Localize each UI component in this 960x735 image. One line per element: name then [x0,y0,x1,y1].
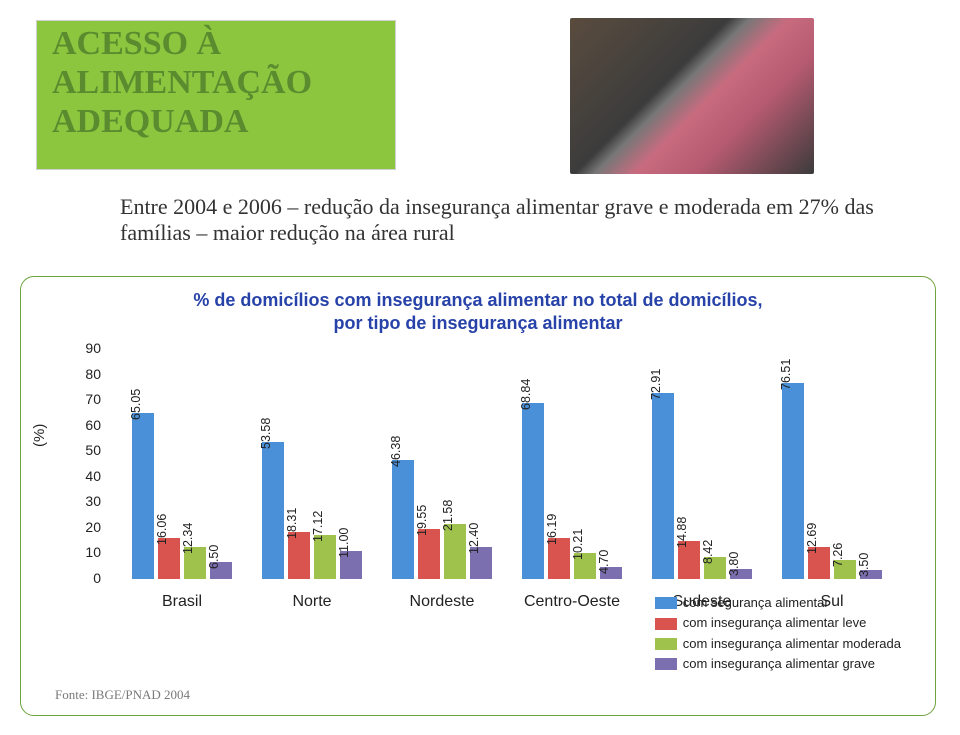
bar-value-label: 65.05 [129,398,143,420]
legend-swatch [655,658,677,670]
ytick: 70 [71,391,101,407]
legend-item: com segurança alimentar [655,594,901,612]
bar-value-label: 14.88 [675,526,689,548]
ytick: 80 [71,366,101,382]
bar-value-label: 21.58 [441,509,455,531]
bar-value-label: 46.38 [389,445,403,467]
region-label: Brasil [132,593,232,611]
bar-value-label: 6.50 [207,547,221,569]
bar [522,403,544,579]
region-label: Nordeste [392,593,492,611]
region-label: Norte [262,593,362,611]
slide: ACESSO ÀALIMENTAÇÃOADEQUADA Entre 2004 e… [0,0,960,735]
chart-legend: com segurança alimentar com insegurança a… [655,594,901,675]
bar [288,532,310,579]
chart-plot-area: 65.05 16.06 12.34 6.50 53.58 18.31 17.12 11.00 4… [107,349,907,579]
bar-value-label: 16.19 [545,523,559,545]
bar-value-label: 12.40 [467,532,481,554]
bar [262,442,284,579]
legend-swatch [655,618,677,630]
chart-container: % de domicílios com insegurança alimenta… [20,276,936,716]
region-label: Centro-Oeste [522,593,622,611]
legend-swatch [655,597,677,609]
bar-value-label: 7.26 [831,545,845,567]
legend-label: com insegurança alimentar leve [683,614,867,632]
legend-item: com insegurança alimentar grave [655,655,901,673]
bar-value-label: 11.00 [337,536,351,558]
bar-value-label: 76.51 [779,368,793,390]
ytick: 30 [71,493,101,509]
bar-value-label: 68.84 [519,388,533,410]
bar [444,524,466,579]
bar [132,413,154,579]
bar [782,383,804,579]
bar-value-label: 12.34 [181,532,195,554]
bar-value-label: 18.31 [285,517,299,539]
legend-label: com segurança alimentar [683,594,829,612]
chart-source: Fonte: IBGE/PNAD 2004 [55,687,190,703]
ytick: 40 [71,468,101,484]
legend-item: com insegurança alimentar moderada [655,635,901,653]
slide-subtitle: Entre 2004 e 2006 – redução da inseguran… [120,194,880,247]
slide-title: ACESSO ÀALIMENTAÇÃOADEQUADA [52,24,312,141]
ytick: 90 [71,340,101,356]
ytick: 60 [71,417,101,433]
chart-title: % de domicílios com insegurança alimenta… [21,289,935,334]
bar [392,460,414,579]
bar [652,393,674,579]
bar [418,529,440,579]
bar-value-label: 53.58 [259,427,273,449]
legend-label: com insegurança alimentar grave [683,655,875,673]
bar-value-label: 72.91 [649,378,663,400]
ytick: 20 [71,519,101,535]
bar-value-label: 12.69 [805,532,819,554]
ytick: 10 [71,544,101,560]
ytick: 50 [71,442,101,458]
chart-ylabel: (%) [31,424,48,447]
bar-value-label: 8.42 [701,542,715,564]
legend-item: com insegurança alimentar leve [655,614,901,632]
bar-value-label: 3.80 [727,554,741,576]
bar-value-label: 16.06 [155,523,169,545]
ytick: 0 [71,570,101,586]
bar-value-label: 3.50 [857,555,871,577]
family-photo [570,18,814,174]
legend-label: com insegurança alimentar moderada [683,635,901,653]
bar-value-label: 17.12 [311,520,325,542]
legend-swatch [655,638,677,650]
bar-value-label: 19.55 [415,514,429,536]
bar-value-label: 10.21 [571,538,585,560]
bar-value-label: 4.70 [597,552,611,574]
